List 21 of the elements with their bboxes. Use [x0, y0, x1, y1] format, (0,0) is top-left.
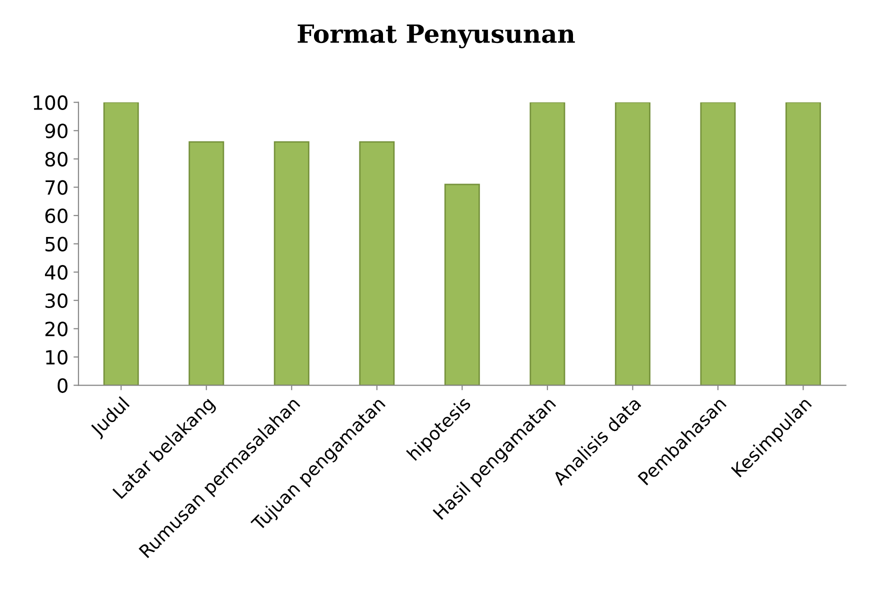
bar	[188, 141, 224, 386]
y-tick-label: 50	[46, 236, 68, 252]
y-tick-label: 80	[45, 152, 68, 167]
bar	[700, 102, 736, 386]
bar	[274, 141, 310, 386]
y-tick-label: 0	[58, 378, 68, 393]
y-tick-label: 10	[46, 350, 68, 365]
y-tick-label: 60	[45, 208, 68, 224]
chart-title: Format Penyusunan	[298, 24, 575, 48]
y-tick-label: 20	[45, 322, 68, 336]
y-tick-label: 40	[44, 265, 68, 280]
bar	[103, 102, 139, 386]
y-tick-label: 100	[34, 95, 68, 110]
bar	[614, 102, 650, 386]
y-tick-label: 70	[46, 180, 68, 195]
y-tick-label: 90	[45, 124, 68, 138]
bar	[785, 102, 821, 386]
y-tick-label: 30	[45, 293, 68, 308]
bar	[444, 184, 480, 386]
bar	[359, 141, 395, 386]
bar	[530, 102, 566, 386]
